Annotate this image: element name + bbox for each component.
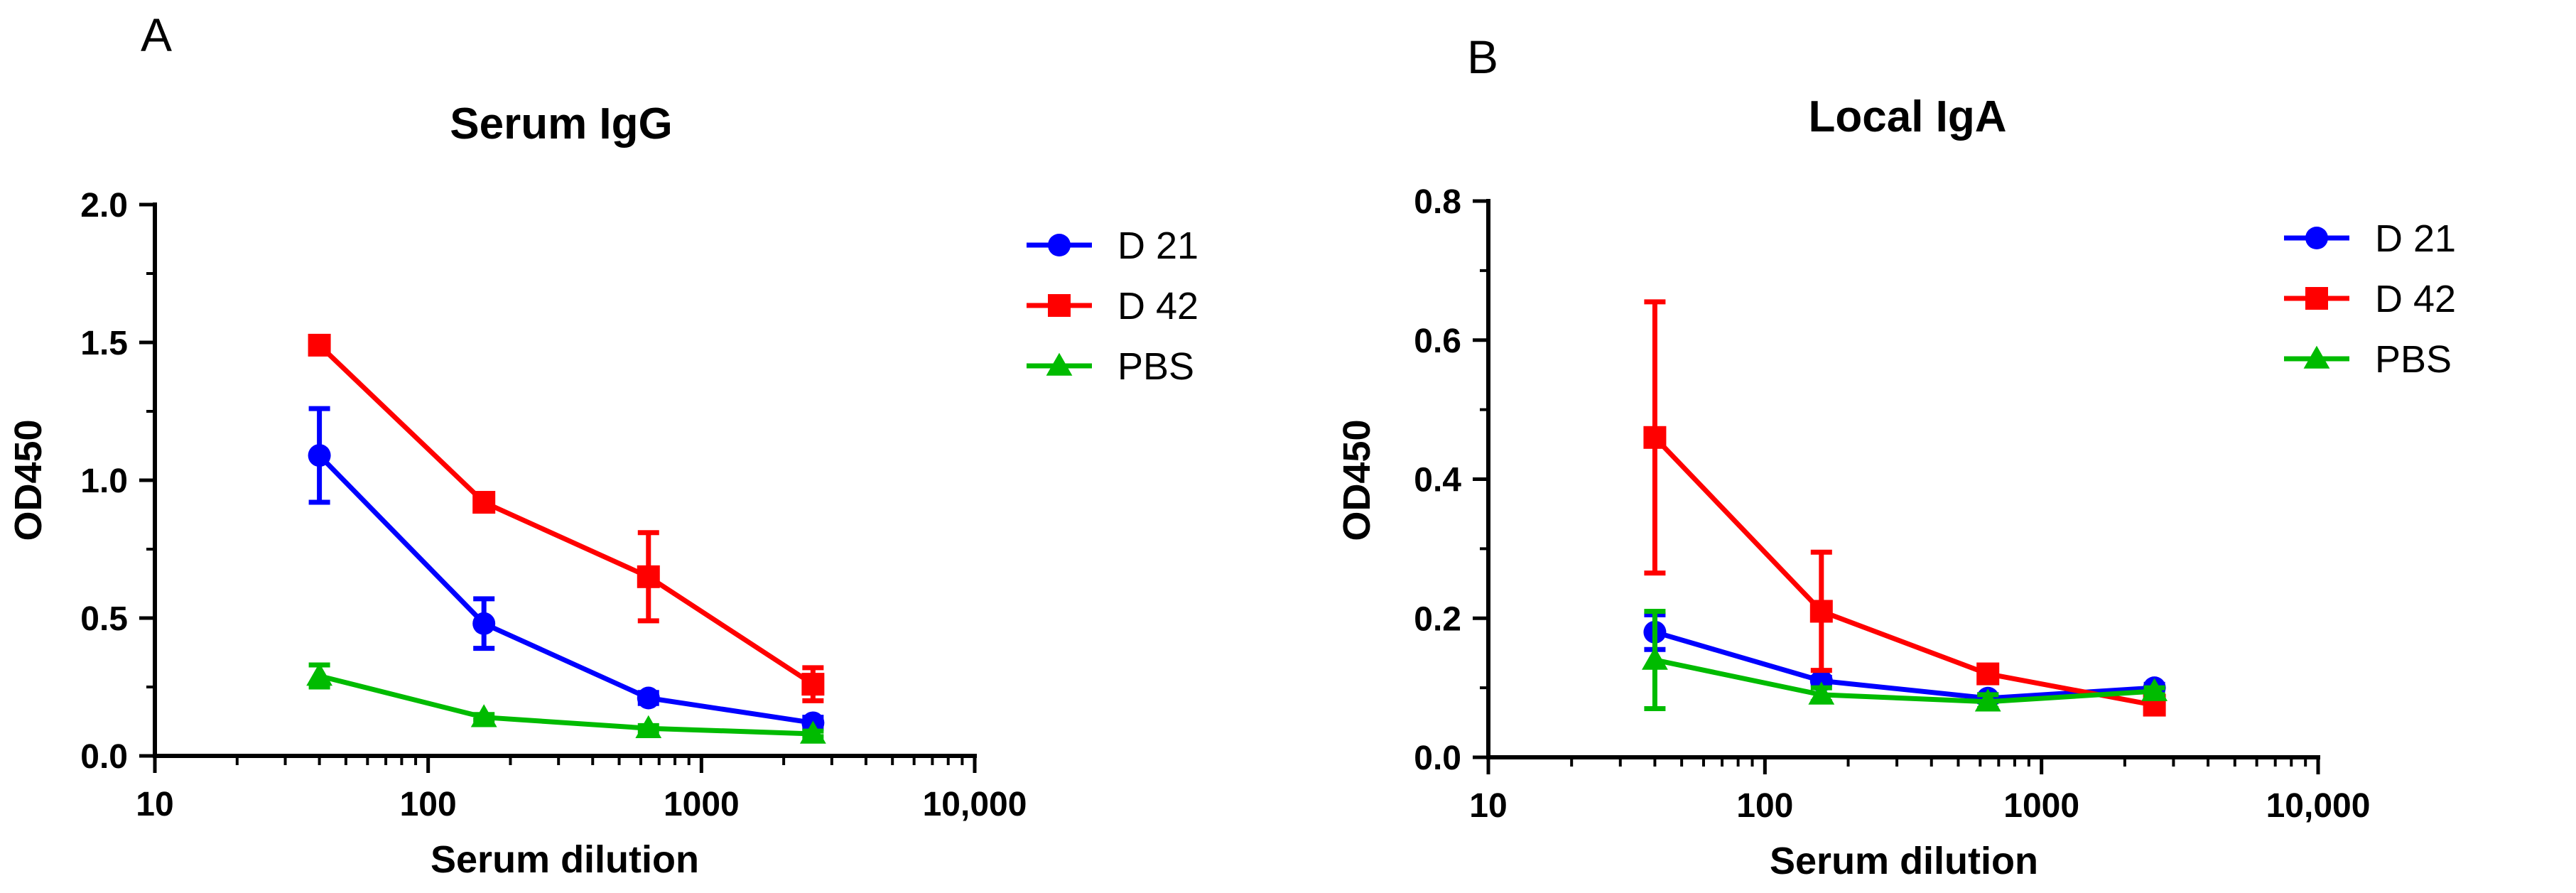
panel-letter: A xyxy=(141,9,172,61)
data-point xyxy=(470,704,497,727)
series-line xyxy=(1654,657,2155,705)
y-tick-label: 0.6 xyxy=(1414,323,1461,360)
y-tick-label: 0.0 xyxy=(80,738,128,776)
series-line xyxy=(1652,435,2155,708)
legend-label: D 21 xyxy=(1117,224,1198,267)
legend-item: D 42 xyxy=(2284,278,2456,320)
legend-marker xyxy=(2305,227,2328,249)
x-tick-label: 10 xyxy=(136,786,173,823)
data-point xyxy=(637,565,660,588)
data-point xyxy=(1809,600,1833,623)
series-d-42 xyxy=(1643,299,2166,717)
data-point xyxy=(1643,426,1667,449)
series-d-21 xyxy=(308,406,825,735)
y-tick-label: 1.0 xyxy=(80,462,128,500)
y-tick-label: 0.4 xyxy=(1414,462,1461,499)
legend-item: PBS xyxy=(1027,345,1194,388)
legend-marker xyxy=(1048,234,1071,256)
legend-marker xyxy=(1046,352,1073,376)
series-pbs xyxy=(1642,608,2168,712)
data-point xyxy=(799,720,826,744)
legend-marker xyxy=(2305,287,2328,310)
x-tick-label: 10,000 xyxy=(2266,787,2371,825)
series-pbs xyxy=(306,662,826,744)
series-line xyxy=(318,673,813,737)
legend-marker xyxy=(1048,294,1071,317)
legend-item: D 21 xyxy=(1027,224,1198,267)
data-point xyxy=(1974,688,2001,712)
y-tick-label: 0.5 xyxy=(80,600,128,638)
y-tick-label: 0.2 xyxy=(1414,600,1461,638)
y-tick-label: 2.0 xyxy=(80,187,128,224)
data-point xyxy=(635,715,662,738)
x-tick-label: 100 xyxy=(400,786,457,823)
panel-a: A Serum IgG 0.0 0.5 1.0 1.5 2.0 10 100 1000 10,000… xyxy=(7,9,1198,881)
x-tick-label: 10 xyxy=(1469,787,1507,825)
x-tick-label: 10,000 xyxy=(923,786,1027,823)
legend-marker xyxy=(2303,345,2330,369)
data-point xyxy=(308,333,331,357)
x-tick-label: 1000 xyxy=(664,786,740,823)
data-point xyxy=(308,444,331,467)
data-point xyxy=(801,673,825,696)
series-line xyxy=(318,343,815,687)
y-tick-label: 0.8 xyxy=(1414,183,1461,221)
x-axis-title: Serum dilution xyxy=(1770,840,2038,882)
data-point xyxy=(2141,678,2168,701)
y-axis-title: OD450 xyxy=(1336,419,1378,541)
chart-title: Serum IgG xyxy=(450,99,673,148)
series-line xyxy=(318,453,813,725)
legend-label: PBS xyxy=(2375,338,2452,381)
data-point xyxy=(1808,681,1835,705)
data-point xyxy=(1976,662,2000,686)
data-point xyxy=(1642,646,1668,670)
data-point xyxy=(637,686,660,710)
legend-label: D 42 xyxy=(1117,285,1198,328)
legend-label: PBS xyxy=(1117,345,1194,388)
panel-letter: B xyxy=(1467,31,1498,83)
data-point xyxy=(472,491,496,514)
x-tick-label: 100 xyxy=(1736,787,1793,825)
y-axis-title: OD450 xyxy=(7,419,50,541)
legend-label: D 21 xyxy=(2375,217,2456,260)
x-axis-title: Serum dilution xyxy=(431,838,699,881)
legend-item: D 42 xyxy=(1027,285,1198,328)
data-point xyxy=(306,663,332,686)
y-tick-label: 0.0 xyxy=(1414,740,1461,777)
series-line xyxy=(1654,629,2155,701)
series-d-42 xyxy=(308,333,825,703)
legend-item: D 21 xyxy=(2284,217,2456,260)
legend-item: PBS xyxy=(2284,338,2452,381)
data-point xyxy=(472,612,496,635)
legend-label: D 42 xyxy=(2375,278,2456,320)
panel-b: B Local IgA 0.0 0.2 0.4 0.6 0.8 10 100 1000 10,000… xyxy=(1336,31,2456,882)
y-tick-label: 1.5 xyxy=(80,325,128,362)
x-tick-label: 1000 xyxy=(2003,787,2079,825)
chart-title: Local IgA xyxy=(1808,92,2006,141)
